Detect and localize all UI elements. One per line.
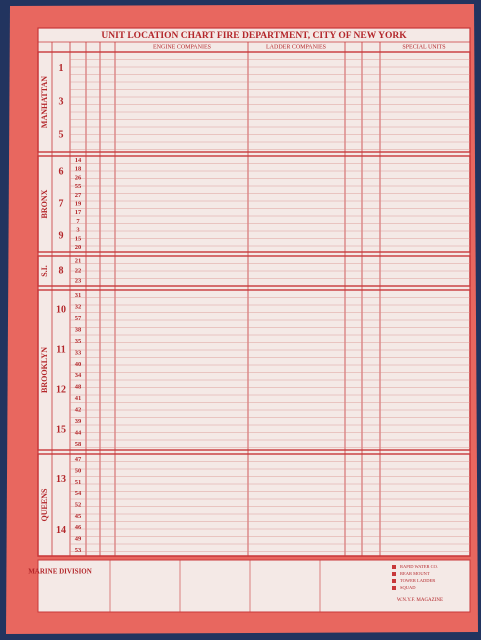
borough-name: BROOKLYN xyxy=(40,347,49,393)
division-number: 14 xyxy=(56,525,66,536)
division-number: 11 xyxy=(56,344,65,355)
section-band xyxy=(37,453,471,557)
division-number: 12 xyxy=(56,384,66,395)
battalion-number: 50 xyxy=(75,467,82,474)
borough-name: BRONX xyxy=(40,189,49,218)
division-number: 15 xyxy=(56,424,66,435)
column-header: ENGINE COMPANIES xyxy=(153,44,211,50)
battalion-number: 40 xyxy=(75,361,82,368)
division-number: 6 xyxy=(59,166,64,177)
battalion-number: 38 xyxy=(75,326,82,333)
battalion-number: 49 xyxy=(75,535,82,542)
battalion-number: 32 xyxy=(75,304,82,311)
borough-name: S.I. xyxy=(40,265,49,277)
battalion-number: 20 xyxy=(75,244,82,251)
battalion-number: 22 xyxy=(75,267,82,274)
section-band xyxy=(37,289,471,451)
battalion-number: 41 xyxy=(75,395,82,402)
battalion-number: 58 xyxy=(75,441,82,448)
column-header: SPECIAL UNITS xyxy=(402,44,445,50)
battalion-number: 54 xyxy=(75,490,82,497)
title: UNIT LOCATION CHART FIRE DEPARTMENT, CIT… xyxy=(101,31,407,41)
chart-table xyxy=(37,27,471,557)
legend-item: REAR MOUNT xyxy=(400,571,430,576)
section-band xyxy=(37,155,471,253)
battalion-number: 39 xyxy=(75,418,82,425)
division-number: 7 xyxy=(59,198,64,209)
battalion-number: 18 xyxy=(75,166,82,173)
magazine-label: W.N.Y.F. MAGAZINE xyxy=(397,598,443,603)
battalion-number: 23 xyxy=(75,277,82,284)
battalion-number: 17 xyxy=(75,209,82,216)
battalion-number: 34 xyxy=(75,372,82,379)
battalion-number: 35 xyxy=(75,338,82,345)
division-number: 10 xyxy=(56,304,66,315)
legend-item: TOWER LADDER xyxy=(400,578,435,583)
division-number: 3 xyxy=(59,96,64,107)
division-number: 9 xyxy=(59,230,64,241)
battalion-number: 44 xyxy=(75,429,82,436)
battalion-number: 57 xyxy=(75,315,82,322)
battalion-number: 19 xyxy=(75,200,82,207)
borough-name: MANHATTAN xyxy=(40,76,49,128)
battalion-number: 21 xyxy=(75,257,82,264)
legend-item: SQUAD xyxy=(400,585,416,590)
battalion-number: 31 xyxy=(75,292,82,299)
battalion-number: 33 xyxy=(75,349,82,356)
battalion-number: 27 xyxy=(75,192,82,199)
battalion-number: 26 xyxy=(75,174,82,181)
division-number: 13 xyxy=(56,474,66,485)
column-header: LADDER COMPANIES xyxy=(266,44,326,50)
battalion-number: 51 xyxy=(75,479,82,486)
division-number: 5 xyxy=(59,130,64,141)
division-number: 8 xyxy=(59,265,64,276)
battalion-number: 48 xyxy=(75,384,82,391)
marine-label: MARINE DIVISION xyxy=(28,568,92,576)
battalion-number: 47 xyxy=(75,456,82,463)
battalion-number: 55 xyxy=(75,183,82,190)
legend-swatch xyxy=(392,572,396,576)
section-band xyxy=(37,51,471,153)
division-number: 1 xyxy=(59,63,64,74)
battalion-number: 7 xyxy=(76,218,80,225)
battalion-number: 52 xyxy=(75,501,82,508)
legend-swatch xyxy=(392,586,396,590)
battalion-number: 46 xyxy=(75,524,82,531)
battalion-number: 53 xyxy=(75,547,82,554)
legend-swatch xyxy=(392,565,396,569)
battalion-number: 42 xyxy=(75,406,82,413)
battalion-number: 45 xyxy=(75,513,82,520)
battalion-number: 3 xyxy=(76,227,80,234)
borough-name: QUEENS xyxy=(40,488,49,521)
battalion-number: 15 xyxy=(75,235,82,242)
legend-swatch xyxy=(392,579,396,583)
battalion-number: 14 xyxy=(75,157,82,164)
legend-item: RAPID WATER CO. xyxy=(400,564,438,569)
